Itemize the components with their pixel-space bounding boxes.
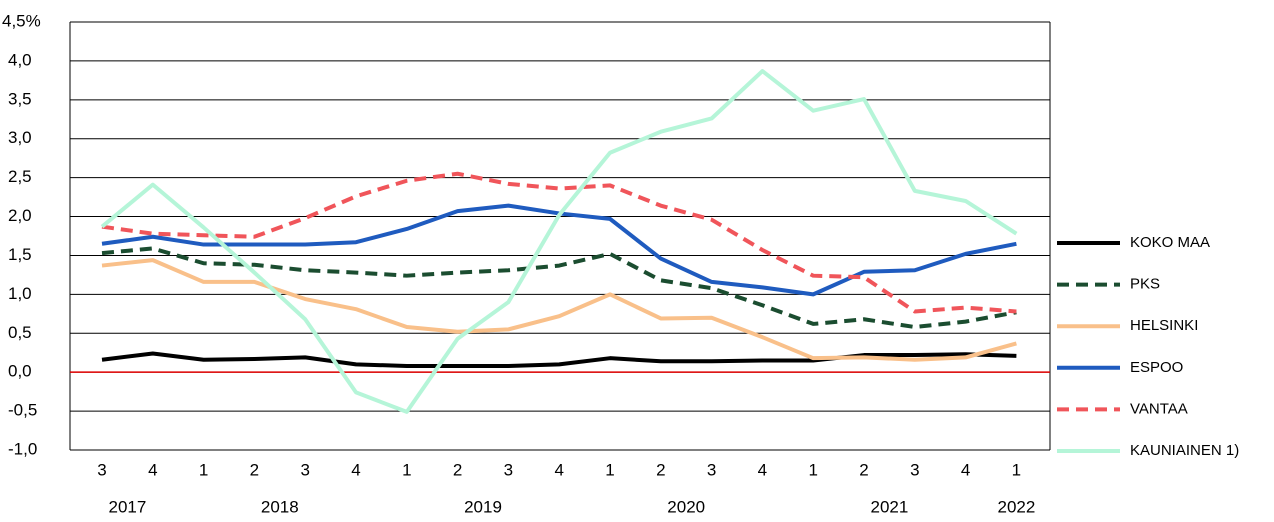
x-group-label: 2022 bbox=[997, 497, 1035, 516]
legend-label: VANTAA bbox=[1130, 400, 1188, 417]
x-tick-label: 4 bbox=[961, 460, 970, 479]
legend-label: PKS bbox=[1130, 276, 1160, 293]
legend-label: HELSINKI bbox=[1130, 317, 1198, 334]
y-tick-label: 1,0 bbox=[8, 284, 32, 303]
x-tick-label: 1 bbox=[808, 460, 817, 479]
y-tick-label: 2,5 bbox=[8, 167, 32, 186]
x-tick-label: 3 bbox=[707, 460, 716, 479]
x-tick-label: 3 bbox=[910, 460, 919, 479]
y-tick-label: 2,0 bbox=[8, 206, 32, 225]
series-line bbox=[101, 258, 1017, 362]
x-tick-label: 3 bbox=[504, 460, 513, 479]
legend-label: ESPOO bbox=[1130, 359, 1183, 376]
x-tick-label: 3 bbox=[300, 460, 309, 479]
x-tick-label: 1 bbox=[605, 460, 614, 479]
x-group-label: 2021 bbox=[870, 497, 908, 516]
series-line bbox=[101, 171, 1017, 314]
y-tick-label: 4,5% bbox=[2, 11, 41, 30]
series-line bbox=[101, 351, 1017, 368]
y-tick-label: 0,5 bbox=[8, 323, 32, 342]
y-tick-label: 0,0 bbox=[8, 362, 32, 381]
x-tick-label: 4 bbox=[351, 460, 360, 479]
y-tick-label: 1,5 bbox=[8, 245, 32, 264]
x-tick-label: 1 bbox=[402, 460, 411, 479]
x-tick-label: 3 bbox=[97, 460, 106, 479]
y-tick-label: 3,5 bbox=[8, 89, 32, 108]
x-tick-label: 1 bbox=[1012, 460, 1021, 479]
x-tick-label: 2 bbox=[656, 460, 665, 479]
x-tick-label: 4 bbox=[758, 460, 767, 479]
x-group-label: 2018 bbox=[261, 497, 299, 516]
y-tick-label: -1,0 bbox=[8, 439, 37, 458]
x-tick-label: 2 bbox=[859, 460, 868, 479]
x-tick-label: 1 bbox=[199, 460, 208, 479]
x-tick-label: 2 bbox=[453, 460, 462, 479]
x-tick-label: 2 bbox=[250, 460, 259, 479]
x-tick-label: 4 bbox=[148, 460, 157, 479]
x-tick-label: 4 bbox=[554, 460, 563, 479]
legend-label: KAUNIAINEN 1) bbox=[1130, 442, 1239, 459]
x-group-label: 2020 bbox=[667, 497, 705, 516]
x-group-label: 2019 bbox=[464, 497, 502, 516]
x-group-label: 2017 bbox=[108, 497, 146, 516]
y-tick-label: -0,5 bbox=[8, 401, 37, 420]
y-tick-label: 4,0 bbox=[8, 50, 32, 69]
y-tick-label: 3,0 bbox=[8, 128, 32, 147]
legend-label: KOKO MAA bbox=[1130, 234, 1210, 251]
series-line bbox=[100, 69, 1018, 414]
series-line bbox=[101, 246, 1017, 330]
